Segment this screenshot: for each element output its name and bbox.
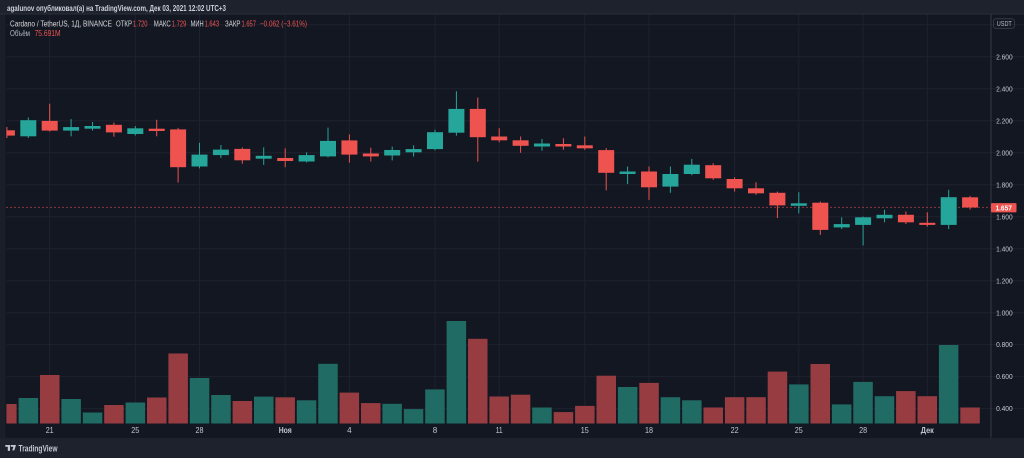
svg-text:1.657: 1.657: [995, 203, 1012, 212]
svg-text:0.600: 0.600: [996, 372, 1013, 381]
svg-text:2.000: 2.000: [996, 148, 1013, 157]
svg-text:Дек: Дек: [921, 426, 935, 435]
svg-text:2.400: 2.400: [996, 84, 1013, 93]
svg-text:75.691M: 75.691M: [35, 29, 61, 38]
svg-text:0.400: 0.400: [996, 404, 1013, 413]
svg-text:4: 4: [347, 426, 352, 435]
svg-text:МАКС: МАКС: [154, 19, 171, 28]
svg-text:1.600: 1.600: [996, 212, 1013, 221]
svg-text:8: 8: [433, 426, 438, 435]
svg-text:1.800: 1.800: [996, 180, 1013, 189]
svg-text:21: 21: [46, 426, 54, 435]
svg-text:Объём: Объём: [10, 29, 30, 38]
svg-text:ОТКР: ОТКР: [116, 19, 132, 28]
svg-text:ЗАКР: ЗАКР: [225, 19, 241, 28]
svg-text:1.720: 1.720: [133, 19, 148, 28]
svg-text:1.200: 1.200: [996, 276, 1013, 285]
svg-text:−0.062 (−3.61%): −0.062 (−3.61%): [260, 19, 307, 28]
svg-text:0.800: 0.800: [996, 340, 1013, 349]
svg-text:18: 18: [645, 426, 653, 435]
svg-text:TradingView: TradingView: [19, 443, 58, 454]
svg-text:15: 15: [581, 426, 589, 435]
svg-text:28: 28: [196, 426, 204, 435]
svg-text:2.200: 2.200: [996, 116, 1013, 125]
svg-text:1.000: 1.000: [996, 308, 1013, 317]
svg-text:МИН: МИН: [191, 19, 204, 28]
svg-text:1.643: 1.643: [205, 19, 220, 28]
svg-text:28: 28: [859, 426, 867, 435]
svg-text:Cardano / TetherUS, 1Д, BINANC: Cardano / TetherUS, 1Д, BINANCE: [10, 19, 112, 28]
svg-text:1.657: 1.657: [242, 19, 257, 28]
svg-text:USDT: USDT: [997, 21, 1013, 28]
svg-text:agalunov опубликовал(а) на Tra: agalunov опубликовал(а) на TradingView.c…: [7, 4, 226, 13]
svg-text:1.729: 1.729: [172, 19, 187, 28]
svg-text:1.400: 1.400: [996, 244, 1013, 253]
svg-text:Ноя: Ноя: [279, 426, 292, 435]
svg-text:25: 25: [795, 426, 803, 435]
svg-text:25: 25: [131, 426, 139, 435]
svg-text:11: 11: [496, 426, 503, 435]
svg-text:2.600: 2.600: [996, 52, 1013, 61]
svg-text:22: 22: [731, 426, 739, 435]
